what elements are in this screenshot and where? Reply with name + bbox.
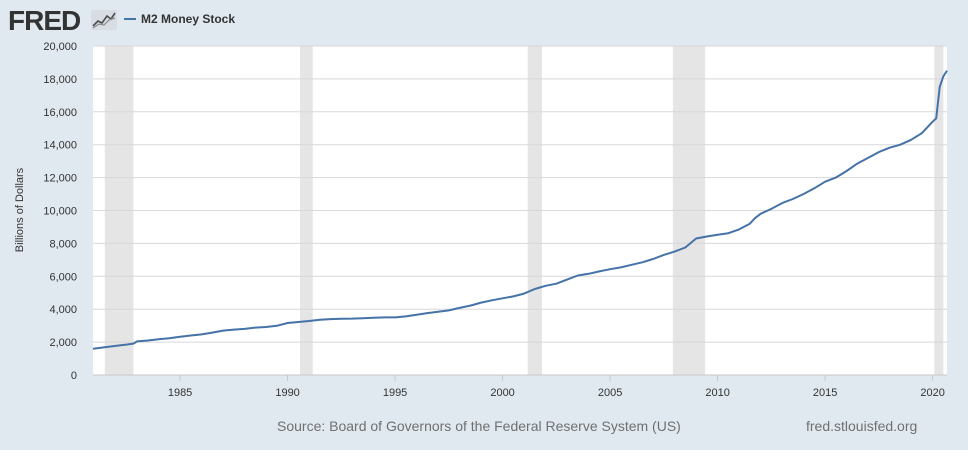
y-tick-label: 20,000	[43, 41, 77, 53]
x-tick-label: 1990	[275, 387, 299, 399]
fred-chart-logo-icon	[91, 10, 117, 30]
x-tick-label: 2000	[490, 387, 514, 399]
y-tick-label: 16,000	[43, 107, 77, 119]
series-line-m2	[92, 70, 948, 350]
y-tick-label: 14,000	[43, 140, 77, 152]
y-tick-label: 8,000	[49, 238, 77, 250]
y-tick-label: 10,000	[43, 206, 77, 218]
x-tick-label: 2005	[598, 387, 622, 399]
y-tick-label: 4,000	[49, 304, 77, 316]
x-tick-label: 2010	[705, 387, 729, 399]
x-tick-label: 2015	[813, 387, 837, 399]
y-tick-label: 0	[71, 370, 77, 382]
y-tick-label: 2,000	[49, 337, 77, 349]
x-tick-label: 2020	[920, 387, 944, 399]
source-note: Source: Board of Governors of the Federa…	[277, 418, 681, 434]
fred-logo[interactable]: FRED	[8, 5, 81, 36]
legend-swatch	[124, 18, 136, 20]
y-tick-label: 18,000	[43, 74, 77, 86]
x-tick-label: 1985	[168, 387, 192, 399]
chart-plot: 0 2,000 4,000 6,000 8,000 10,000 12,000 14,000 1…	[43, 41, 948, 399]
legend[interactable]: M2 Money Stock	[124, 12, 235, 26]
legend-label: M2 Money Stock	[141, 12, 236, 26]
source-site-link[interactable]: fred.stlouisfed.org	[806, 418, 918, 434]
x-tick-label: 1995	[383, 387, 407, 399]
y-tick-label: 12,000	[43, 173, 77, 185]
y-tick-label: 6,000	[49, 271, 77, 283]
